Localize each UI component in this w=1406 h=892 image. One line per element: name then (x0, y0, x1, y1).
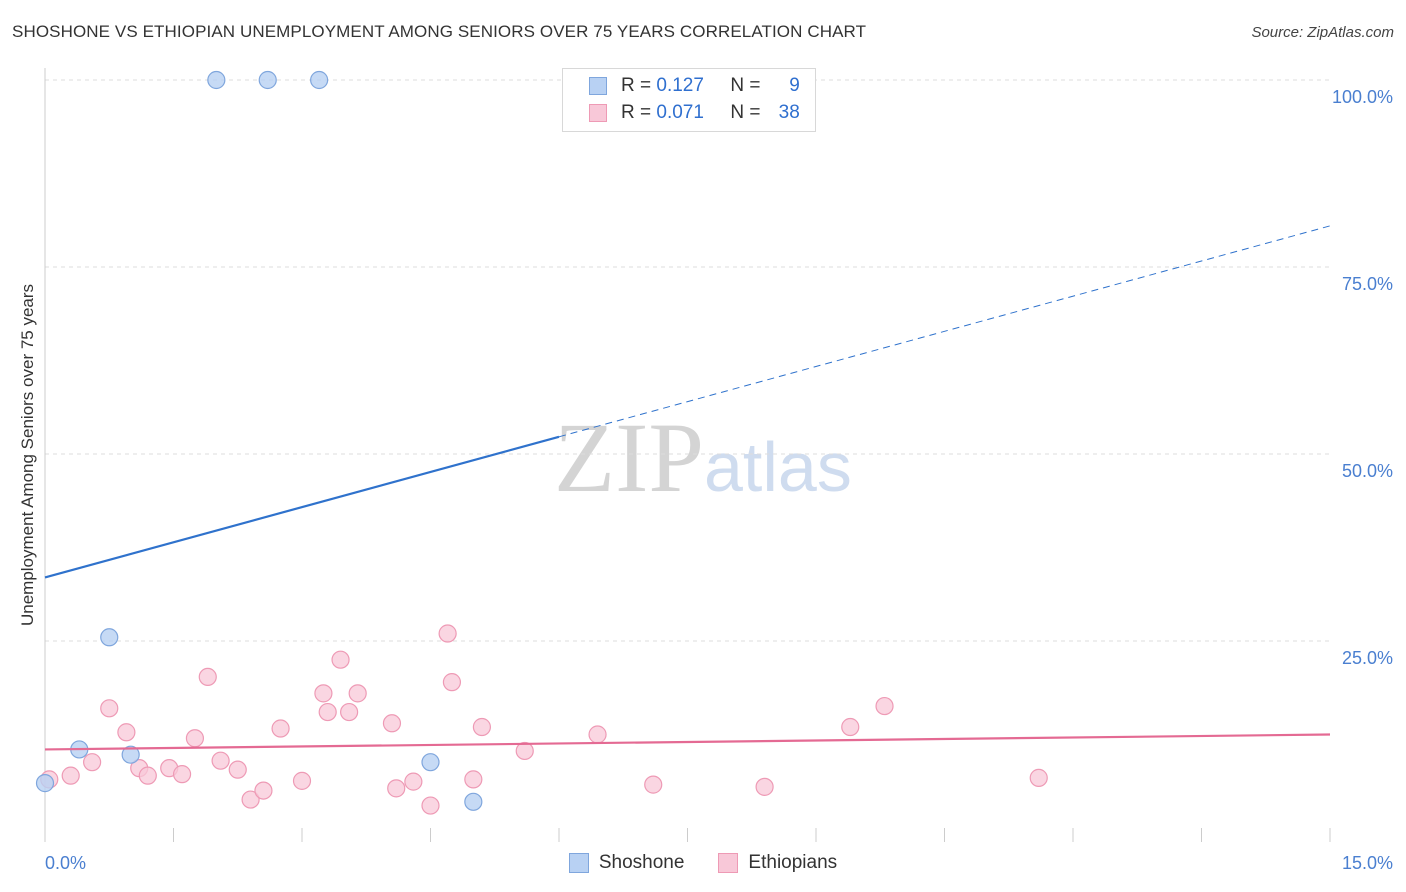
ethiopians-point (588, 725, 607, 744)
ethiopians-point (318, 702, 337, 722)
ethiopians-point (198, 667, 217, 687)
x-tick-label: 15.0% (1342, 853, 1393, 873)
shoshone-point (258, 70, 277, 90)
ethiopians-point (472, 717, 491, 737)
ethiopians-point (292, 771, 312, 790)
watermark: ZIPatlas (554, 400, 852, 515)
ethiopians-point (83, 753, 102, 772)
shoshone-point (121, 745, 140, 764)
y-tick-label: 100.0% (1332, 87, 1393, 107)
ethiopians-point (382, 714, 402, 733)
series-swatch-ethiopians (718, 853, 739, 873)
legend-row-shoshone: R = 0.127 N = 9 (589, 74, 800, 98)
legend-n-label: N = (730, 75, 761, 96)
ethiopians-point (331, 650, 350, 669)
ethiopians-point (464, 770, 483, 789)
ethiopians-point (228, 760, 247, 779)
shoshone-point (35, 774, 55, 793)
watermark-zip: ZIP (554, 402, 704, 513)
watermark-atlas: atlas (704, 428, 852, 506)
ethiopians-point (644, 775, 663, 794)
ethiopians-point (241, 790, 260, 809)
x-tick-label: 0.0% (45, 853, 86, 873)
ethiopians-point (61, 766, 80, 785)
ethiopians-point (404, 772, 423, 791)
legend-row-ethiopians: R = 0.071 N = 38 (589, 101, 800, 125)
chart-title: SHOSHONE VS ETHIOPIAN UNEMPLOYMENT AMONG… (12, 22, 867, 41)
series-label-shoshone: Shoshone (598, 852, 685, 873)
series-legend-ethiopians: Ethiopians (718, 852, 837, 874)
legend-n-value: 9 (789, 75, 800, 96)
legend-swatch-shoshone (589, 77, 607, 95)
ethiopians-point (340, 702, 359, 722)
ethiopians-point (841, 717, 860, 737)
shoshone-point (421, 753, 440, 772)
ethiopians-point (254, 781, 273, 800)
series-legend-shoshone: Shoshone (568, 852, 685, 874)
legend-r-label: R = (621, 75, 652, 96)
shoshone-point (207, 70, 226, 90)
y-tick-label: 25.0% (1342, 648, 1393, 668)
series-legend: Shoshone Ethiopians (0, 852, 1406, 874)
ethiopians-trend-line (44, 733, 1331, 751)
ethiopians-point (138, 766, 157, 785)
legend-n-label: N = (730, 102, 761, 123)
ethiopians-point (515, 741, 534, 761)
shoshone-trend-line (44, 435, 560, 579)
legend-n-value: 38 (778, 102, 800, 123)
shoshone-point (310, 70, 329, 90)
ethiopians-point (438, 624, 457, 643)
source-label: Source: ZipAtlas.com (1251, 24, 1394, 41)
y-tick-label: 50.0% (1342, 461, 1393, 481)
ethiopians-point (172, 765, 192, 784)
ethiopians-point (211, 751, 230, 770)
ethiopians-point (117, 723, 136, 742)
ethiopians-point (421, 796, 440, 815)
ethiopians-point (755, 777, 774, 796)
legend-r-value: 0.071 (656, 102, 704, 123)
ethiopians-point (185, 729, 205, 748)
shoshone-point (464, 792, 483, 811)
correlation-legend: R = 0.127 N = 9 R = 0.071 N = 38 (562, 68, 816, 132)
y-tick-label: 75.0% (1342, 274, 1393, 294)
ethiopians-point (1029, 768, 1048, 787)
legend-swatch-ethiopians (589, 104, 607, 122)
ethiopians-point (875, 696, 894, 716)
ethiopians-point (442, 673, 462, 692)
shoshone-point (100, 628, 119, 647)
ethiopians-point (314, 684, 333, 703)
ethiopians-point (348, 684, 367, 703)
series-swatch-shoshone (568, 853, 589, 873)
shoshone-trend-projection (558, 225, 1331, 438)
legend-r-label: R = (621, 102, 652, 123)
ethiopians-point (271, 719, 290, 738)
series-label-ethiopians: Ethiopians (748, 852, 838, 873)
ethiopians-point (387, 779, 406, 798)
ethiopians-point (100, 699, 119, 718)
legend-r-value: 0.127 (656, 75, 704, 96)
